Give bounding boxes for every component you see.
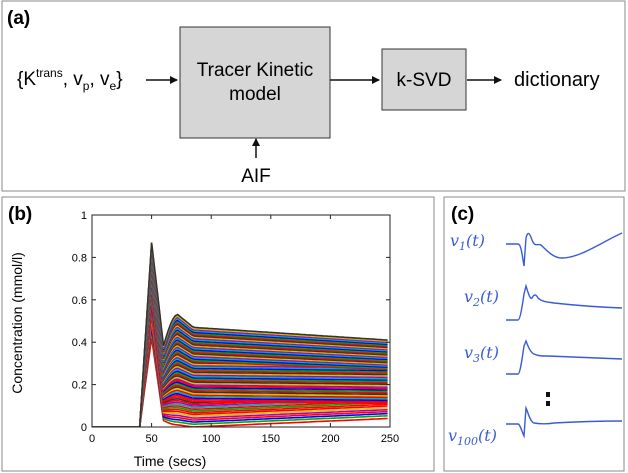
series-group	[92, 242, 388, 427]
curve-label-v1: v1(t)	[450, 231, 485, 253]
tracer-kinetic-model-box	[179, 26, 331, 139]
y-tick-label: 1	[81, 210, 87, 222]
x-tick-label: 200	[321, 433, 339, 445]
panel-a-label: (a)	[7, 8, 30, 29]
plot-frame	[91, 214, 391, 428]
k-svd-box	[381, 48, 467, 111]
panel-c-frame	[443, 196, 625, 472]
chart-plot-area: 0 50 100 150 200 250 0 0.2 0.4 0.6 0.8 1	[72, 210, 399, 445]
x-tick-label: 150	[262, 433, 280, 445]
k-svd-text: k-SVD	[397, 70, 452, 91]
panel-a-frame	[1, 0, 626, 192]
x-axis-label: Time (secs)	[134, 453, 207, 469]
panel-b-label: (b)	[8, 204, 32, 225]
curve-v100	[506, 405, 623, 439]
x-tick-label: 0	[89, 433, 95, 445]
curve-v1	[506, 232, 623, 267]
y-tick-label: 0.6	[72, 295, 87, 307]
panel-b: (b) 0 50 100 150 200 250 0 0.2 0.4 0.6 0.8 1 Time (…	[1, 196, 435, 472]
series-line	[92, 242, 388, 427]
y-axis-label: Concentration (mmol/l)	[9, 252, 25, 394]
tracer-kinetic-model-text-1: Tracer Kinetic	[197, 60, 314, 81]
curve-label-v3: v3(t)	[464, 343, 499, 365]
panel-c: (c) v1(t) v2(t) v3(t) v100(t)	[443, 196, 625, 472]
x-tick-label: 250	[381, 433, 399, 445]
aif-text: AIF	[241, 166, 271, 187]
curve-label-v2: v2(t)	[464, 287, 499, 309]
x-tick-label: 100	[202, 433, 220, 445]
curve-label-v100: v100(t)	[448, 426, 497, 448]
panel-a: (a) {Ktrans, vp, ve} Tracer Kinetic mode…	[1, 0, 626, 192]
y-tick-label: 0.4	[72, 337, 87, 349]
y-tick-label: 0	[81, 422, 87, 434]
y-tick-label: 0.2	[72, 380, 87, 392]
dictionary-text: dictionary	[514, 69, 600, 91]
panel-c-label: (c)	[451, 204, 474, 225]
curve-v3	[506, 339, 623, 375]
tracer-kinetic-model-text-2: model	[229, 84, 281, 105]
y-tick-label: 0.8	[72, 252, 87, 264]
panel-b-frame	[1, 196, 435, 472]
x-tick-label: 50	[145, 433, 157, 445]
curve-v2	[506, 283, 623, 321]
ellipsis-dots	[546, 392, 550, 406]
input-parameters: {Ktrans, vp, ve}	[17, 66, 123, 93]
